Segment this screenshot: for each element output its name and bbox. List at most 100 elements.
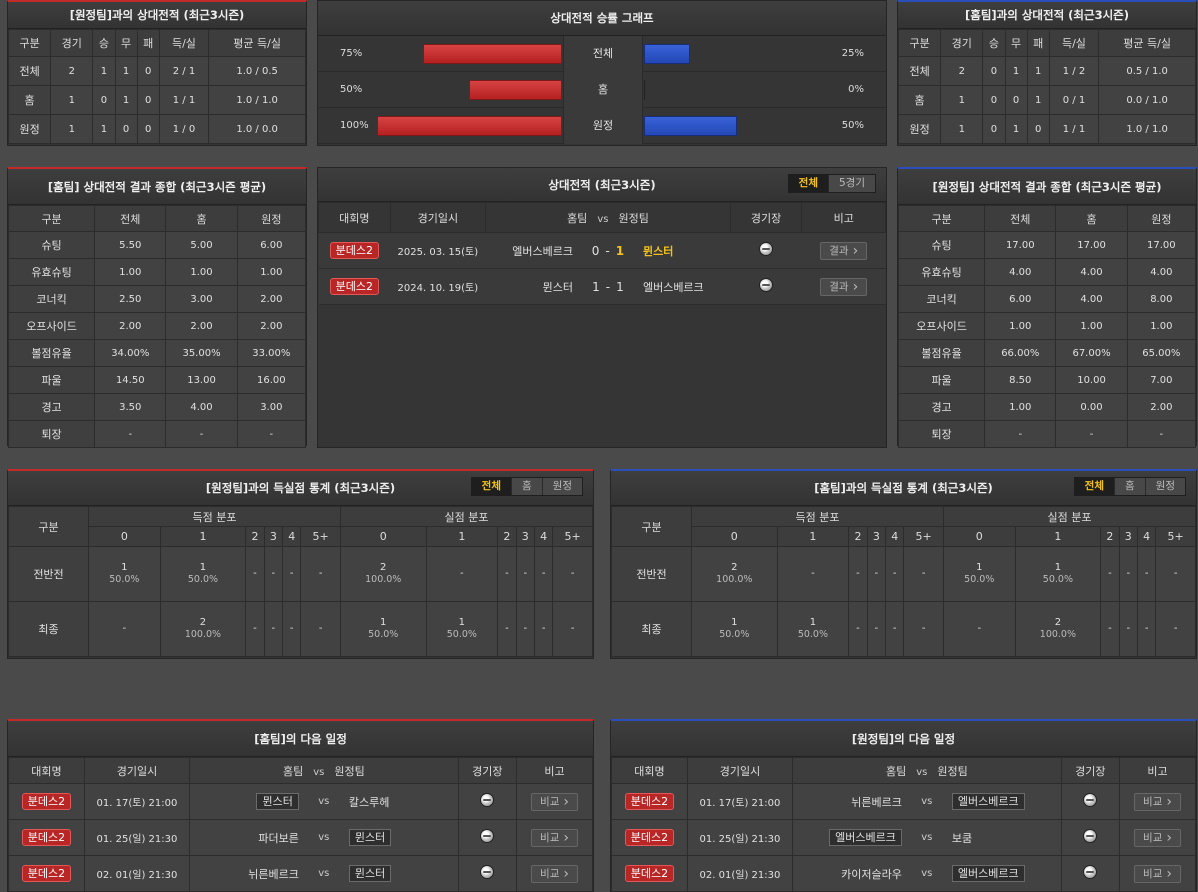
table-cell: 17.00	[1055, 231, 1128, 259]
h2h-matches-table: 대회명 경기일시 홈팀 vs 원정팀 경기장 비고 분데스2 2025. 03. 15(토) 엘버…	[318, 202, 886, 305]
count: -	[122, 623, 127, 634]
home-team-wrap: 뉘른베르크	[793, 794, 902, 810]
distribution-cell: -	[866, 546, 887, 602]
goals-right-table: 구분 득점 분포 실점 분포 0 1 2 3 4 5+ 0 1 2 3 4 5+ 전반전 2 100.0% - - - -…	[611, 506, 1197, 657]
score-line: 엘버스베르크 0-1 뮌스터	[486, 243, 731, 259]
teams-line: 뉘른베르크 vs 뮌스터	[190, 865, 458, 882]
date-cell: 01. 17(토) 21:00	[686, 783, 794, 820]
tab-home[interactable]: 홈	[1114, 478, 1145, 495]
away-team: 뮌스터	[348, 829, 392, 846]
table-cell: 6.00	[236, 231, 307, 259]
cell-stack: -	[1101, 568, 1118, 580]
panel-title: [원정팀]과의 상대전적 (최근3시즌)	[8, 2, 306, 29]
compare-button[interactable]: 비교 ›	[1134, 792, 1181, 811]
vs-header: vs	[313, 766, 325, 778]
table-row: 유효슈팅 1.00 1.00 1.00	[7, 258, 307, 286]
distribution-cell: 1 50.0%	[942, 546, 1016, 602]
schedule-row: 분데스2 02. 01(일) 21:30 카이저슬라우 vs 엘버스베르크 비교 ›	[611, 855, 1196, 892]
tab-all[interactable]: 전체	[1074, 478, 1114, 495]
tab-all[interactable]: 전체	[471, 478, 511, 495]
result-button[interactable]: 결과 ›	[820, 277, 868, 296]
cell-stack: -	[849, 568, 866, 580]
panel-title: [홈팀]과의 득실점 통계 (최근3시즌) 전체 홈 원정	[611, 471, 1196, 506]
table-cell: 14.50	[94, 366, 167, 394]
note-cell: 비교 ›	[516, 855, 593, 892]
tab-home[interactable]: 홈	[511, 478, 542, 495]
panel-title: 상대전적 (최근3시즌) 전체 5경기	[318, 168, 886, 202]
table-cell: 0	[136, 85, 160, 115]
button-label: 비교	[540, 832, 560, 844]
group-header-row: 구분 득점 분포 실점 분포	[611, 506, 1197, 547]
home-win-bar	[423, 44, 562, 64]
count: 2	[380, 562, 387, 573]
teams-cell: 카이저슬라우 vs 엘버스베르크	[792, 855, 1062, 892]
compare-button[interactable]: 비교 ›	[1134, 864, 1181, 883]
tab-away[interactable]: 원정	[541, 478, 582, 495]
column-header: 무	[114, 29, 138, 57]
count: -	[921, 568, 926, 579]
cell-stack: -	[868, 568, 885, 580]
goals-left-tabs: 전체 홈 원정	[470, 477, 583, 496]
away-win-pct: 25%	[841, 48, 864, 59]
away-score: 1	[615, 243, 625, 258]
date-cell: 01. 17(토) 21:00	[83, 783, 191, 820]
header-row: 대회명 경기일시 홈팀 vs 원정팀 경기장 비고	[611, 757, 1196, 784]
row-label: 홈	[7, 85, 52, 115]
table-cell: 0.00	[1055, 393, 1128, 421]
count: -	[318, 568, 323, 579]
chevron-right-icon: ›	[1166, 865, 1172, 882]
home-team-header: 홈팀	[282, 764, 304, 778]
compare-button[interactable]: 비교 ›	[531, 792, 578, 811]
compare-button[interactable]: 비교 ›	[531, 864, 578, 883]
soccer-ball-icon	[1083, 865, 1098, 879]
column-header: 경기일시	[686, 757, 794, 784]
cell-stack: -	[1138, 568, 1155, 580]
table-cell: 65.00%	[1126, 339, 1197, 367]
bucket-header: 5+	[903, 526, 944, 547]
result-button[interactable]: 결과 ›	[820, 241, 868, 260]
note-cell: 비교 ›	[1119, 819, 1196, 856]
league-badge: 분데스2	[329, 242, 379, 259]
distribution-cell: -	[884, 601, 905, 657]
vs-label: vs	[318, 796, 330, 807]
distribution-cell: -	[1136, 601, 1157, 657]
conceded-group-header: 실점 분포	[942, 506, 1197, 527]
table-cell: 1.00	[1055, 312, 1128, 340]
away-win-pct: 50%	[841, 120, 864, 131]
row-label: 원정	[897, 114, 942, 144]
away-team: 뮌스터	[348, 865, 392, 882]
compare-button[interactable]: 비교 ›	[1134, 828, 1181, 847]
table-cell: 1	[1026, 56, 1050, 86]
table-cell: 1	[50, 114, 94, 144]
tab-5-games[interactable]: 5경기	[827, 175, 875, 192]
schedule-row: 분데스2 01. 25(일) 21:30 엘버스베르크 vs 보쿰 비교 ›	[611, 819, 1196, 856]
soccer-ball-icon	[480, 829, 495, 843]
away-team-wrap: 뮌스터	[348, 829, 458, 846]
table-row: 경고 3.50 4.00 3.00	[7, 393, 307, 421]
cell-stack: 2 100.0%	[341, 562, 426, 586]
table-cell: 35.00%	[165, 339, 238, 367]
count: -	[505, 623, 509, 634]
table-cell: 1	[940, 114, 984, 144]
home-team: 카이저슬라우	[841, 867, 902, 881]
percentage: 50.0%	[446, 629, 477, 640]
tab-away[interactable]: 원정	[1144, 478, 1185, 495]
column-header: 구분	[897, 205, 986, 232]
home-win-bar	[469, 80, 562, 100]
away-team-wrap: 엘버스베르크	[951, 865, 1061, 882]
count: -	[523, 568, 528, 579]
summary-away-panel: [원정팀] 상대전적 결과 종합 (최근3시즌 평균) 구분 전체 홈 원정 슈팅 17.…	[897, 167, 1197, 448]
compare-button[interactable]: 비교 ›	[531, 828, 578, 847]
group-header-row: 구분 득점 분포 실점 분포	[8, 506, 594, 547]
bucket-header-row: 0 1 2 3 4 5+ 0 1 2 3 4 5+	[9, 526, 593, 547]
note-cell: 비교 ›	[1119, 783, 1196, 820]
panel-title-text: [원정팀]과의 득실점 통계 (최근3시즌)	[205, 481, 396, 495]
cell-stack: 1 50.0%	[692, 617, 777, 641]
venue-cell	[730, 232, 802, 269]
tab-all[interactable]: 전체	[788, 175, 828, 192]
next-home-table: 대회명 경기일시 홈팀 vs 원정팀 경기장 비고 분데스2 01. 17(토) 21:00 뮌스…	[8, 757, 593, 892]
cell-stack: 1 50.0%	[89, 562, 160, 586]
row-label: 전체	[897, 56, 942, 86]
table-row: 전체 2 1 1 0 2 / 1 1.0 / 0.5	[7, 56, 306, 86]
table-cell: 1 / 1	[158, 85, 210, 115]
